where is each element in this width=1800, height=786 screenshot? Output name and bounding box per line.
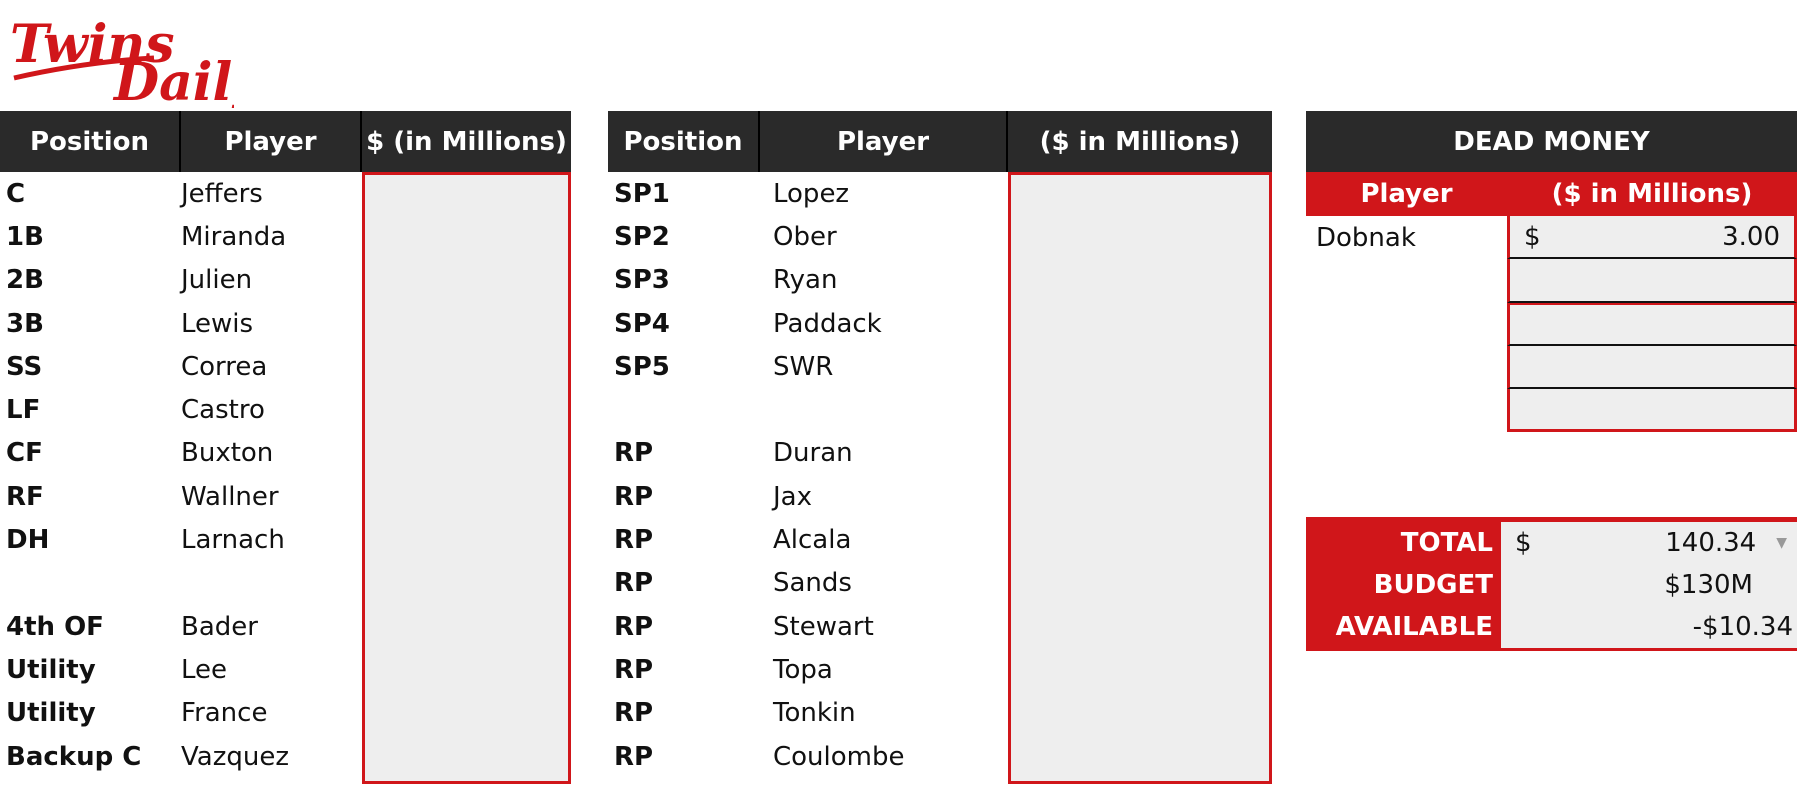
player-cell[interactable]: Jeffers bbox=[181, 178, 263, 209]
position-cell: 3B bbox=[6, 308, 44, 339]
position-cell: SP5 bbox=[614, 351, 670, 382]
player-cell[interactable]: Correa bbox=[181, 351, 268, 382]
header-amount: $ (in Millions) bbox=[366, 126, 567, 157]
position-cell: 1B bbox=[6, 221, 44, 252]
amount-cell[interactable] bbox=[1507, 389, 1797, 433]
total-currency: $ bbox=[1515, 528, 1532, 558]
position-cell: Utility bbox=[6, 654, 96, 685]
player-cell[interactable]: Ryan bbox=[773, 265, 838, 296]
player-cell[interactable]: Julien bbox=[181, 265, 253, 296]
pitchers-amount-box bbox=[1008, 172, 1272, 784]
position-cell: SP3 bbox=[614, 265, 670, 296]
position-cell: RP bbox=[614, 654, 654, 685]
player-cell[interactable]: Castro bbox=[181, 395, 265, 426]
dead-money-title: DEAD MONEY bbox=[1306, 111, 1797, 172]
position-cell: RF bbox=[6, 481, 44, 512]
hitters-header: Position Player $ (in Millions) bbox=[0, 111, 571, 172]
player-cell[interactable]: Topa bbox=[773, 654, 833, 685]
player-cell[interactable]: Stewart bbox=[773, 611, 874, 642]
amount-cell[interactable] bbox=[1507, 302, 1797, 346]
header-player: Player bbox=[758, 111, 1008, 172]
position-cell: SP1 bbox=[614, 178, 670, 209]
player-cell[interactable]: Wallner bbox=[181, 481, 279, 512]
currency-symbol: $ bbox=[1524, 221, 1541, 252]
position-cell: RP bbox=[614, 741, 654, 772]
available-value[interactable]: -$10.34 bbox=[1501, 606, 1797, 648]
available-label: AVAILABLE bbox=[1335, 612, 1493, 642]
player-cell[interactable]: Lee bbox=[181, 654, 228, 685]
dead-money-row bbox=[1306, 389, 1797, 433]
player-cell[interactable]: Buxton bbox=[181, 438, 274, 469]
total-value: 140.34 bbox=[1665, 528, 1757, 558]
amount-cell[interactable] bbox=[1507, 345, 1797, 390]
position-cell: SS bbox=[6, 351, 43, 382]
player-cell[interactable]: Tonkin bbox=[773, 698, 856, 729]
budget-row: BUDGET $130M bbox=[1306, 564, 1797, 606]
dead-money-subheader: Player ($ in Millions) bbox=[1306, 172, 1797, 216]
player-cell[interactable]: Ober bbox=[773, 221, 837, 252]
budget-label: BUDGET bbox=[1373, 570, 1493, 600]
player-cell[interactable]: Lopez bbox=[773, 178, 850, 209]
player-cell[interactable]: Miranda bbox=[181, 221, 287, 252]
position-cell: RP bbox=[614, 698, 654, 729]
player-cell[interactable]: Coulombe bbox=[773, 741, 905, 772]
header-position: Position bbox=[0, 111, 181, 172]
position-cell: RP bbox=[614, 611, 654, 642]
position-cell: 4th OF bbox=[6, 611, 104, 642]
position-cell: C bbox=[6, 178, 26, 209]
player-cell[interactable]: Dobnak bbox=[1316, 222, 1416, 253]
hitters-amount-box bbox=[362, 172, 571, 784]
position-cell: RP bbox=[614, 481, 654, 512]
position-cell: Backup C bbox=[6, 741, 142, 772]
position-cell: RP bbox=[614, 568, 654, 599]
header-position: Position bbox=[623, 126, 743, 157]
position-cell: SP4 bbox=[614, 308, 670, 339]
twins-daily-logo: Twins Daily bbox=[10, 14, 234, 108]
position-cell: DH bbox=[6, 525, 50, 556]
totals-panel: TOTAL $ 140.34 ▼ BUDGET $130M AVAILABLE … bbox=[1306, 517, 1797, 651]
total-cell[interactable]: $ 140.34 ▼ bbox=[1501, 522, 1797, 564]
player-cell[interactable]: SWR bbox=[773, 351, 834, 382]
total-row: TOTAL $ 140.34 ▼ bbox=[1306, 522, 1797, 564]
total-label: TOTAL bbox=[1400, 528, 1493, 558]
player-cell[interactable]: Larnach bbox=[181, 525, 285, 556]
dead-money-row bbox=[1306, 345, 1797, 390]
player-cell[interactable]: Lewis bbox=[181, 308, 254, 339]
player-cell[interactable]: Paddack bbox=[773, 308, 882, 339]
amount-cell[interactable]: $3.00 bbox=[1507, 216, 1797, 260]
header-amount: ($ in Millions) bbox=[1039, 126, 1241, 157]
position-cell: RP bbox=[614, 438, 654, 469]
position-cell: Utility bbox=[6, 698, 96, 729]
position-cell: CF bbox=[6, 438, 43, 469]
header-amount: ($ in Millions) bbox=[1551, 179, 1753, 209]
amount-cell[interactable] bbox=[1507, 259, 1797, 303]
position-cell: RP bbox=[614, 525, 654, 556]
header-player: Player bbox=[1360, 179, 1453, 209]
available-row: AVAILABLE -$10.34 bbox=[1306, 606, 1797, 648]
player-cell[interactable]: Jax bbox=[773, 481, 812, 512]
dropdown-arrow-icon[interactable]: ▼ bbox=[1776, 535, 1787, 551]
dead-money-table: DEAD MONEY Player ($ in Millions) Dobnak… bbox=[1306, 111, 1797, 433]
dead-money-row bbox=[1306, 302, 1797, 346]
position-cell: LF bbox=[6, 395, 41, 426]
player-cell[interactable]: Alcala bbox=[773, 525, 852, 556]
dead-money-row: Dobnak $3.00 bbox=[1306, 216, 1797, 260]
player-cell[interactable]: Duran bbox=[773, 438, 853, 469]
position-cell: 2B bbox=[6, 265, 44, 296]
dead-money-row bbox=[1306, 259, 1797, 303]
pitchers-header: Position Player ($ in Millions) bbox=[608, 111, 1272, 172]
player-cell[interactable]: Vazquez bbox=[181, 741, 289, 772]
position-cell: SP2 bbox=[614, 221, 670, 252]
header-player: Player bbox=[181, 111, 362, 172]
budget-value[interactable]: $130M bbox=[1501, 564, 1797, 606]
amount-value: 3.00 bbox=[1722, 221, 1780, 252]
dead-money-title-text: DEAD MONEY bbox=[1453, 126, 1650, 157]
player-cell[interactable]: Bader bbox=[181, 611, 258, 642]
player-cell[interactable]: France bbox=[181, 698, 268, 729]
player-cell[interactable]: Sands bbox=[773, 568, 852, 599]
